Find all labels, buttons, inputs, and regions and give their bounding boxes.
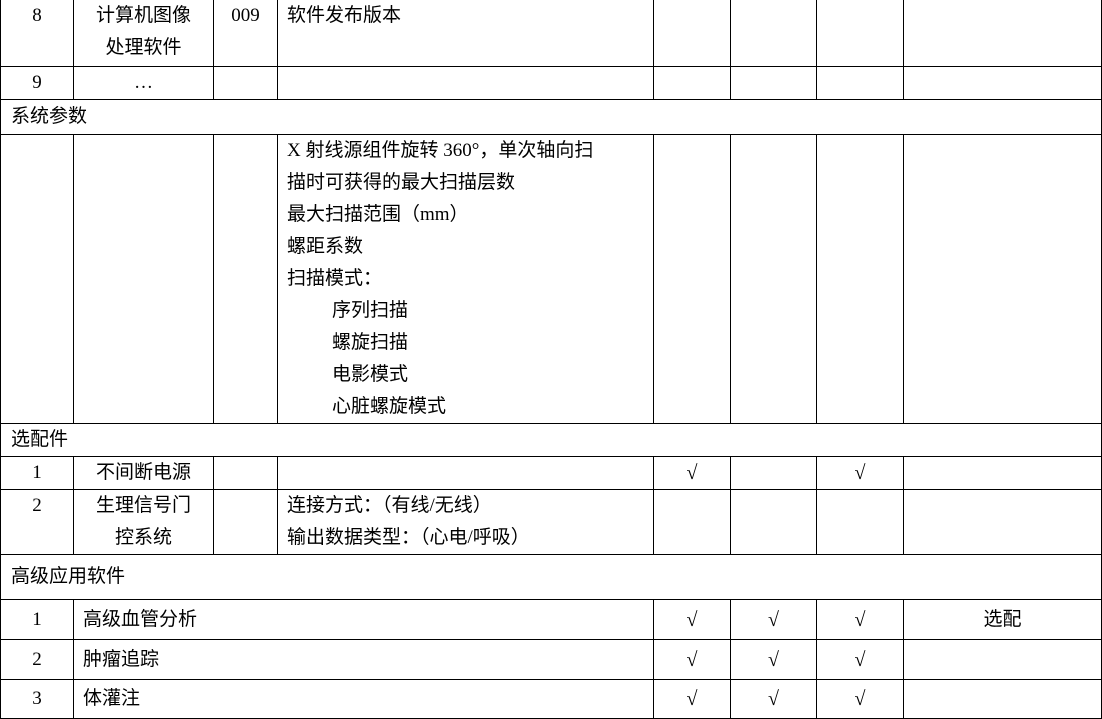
- scan-mode: 电影模式: [332, 364, 409, 385]
- item-name: 体灌注: [73, 679, 654, 719]
- table-row: 1 不间断电源 √ √: [0, 456, 1102, 490]
- check-mark: √: [816, 456, 904, 490]
- cell: [0, 134, 74, 424]
- cell: [213, 134, 278, 424]
- item-name: …: [73, 66, 214, 100]
- cell: [903, 489, 1102, 555]
- name-line: 生理信号门: [95, 495, 191, 516]
- name-line: 计算机图像: [95, 5, 191, 26]
- check-mark: [730, 456, 817, 490]
- cell: [730, 134, 817, 424]
- desc-line: 连接方式：（有线/无线）: [287, 495, 492, 516]
- table-row: 2 肿瘤追踪 √ √ √: [0, 639, 1102, 680]
- row-number: 3: [0, 679, 74, 719]
- cell: [213, 489, 278, 555]
- note: 选配: [903, 599, 1102, 640]
- cell: [653, 489, 731, 555]
- cell: [903, 456, 1102, 490]
- check-mark: √: [653, 599, 731, 640]
- param-line: 最大扫描范围（mm）: [287, 204, 469, 225]
- cell: [903, 66, 1102, 100]
- name-line: 处理软件: [105, 37, 182, 58]
- table-row: 8 计算机图像处理软件 009 软件发布版本: [0, 0, 1102, 67]
- note: [903, 679, 1102, 719]
- check-mark: √: [653, 456, 731, 490]
- cell: [277, 456, 654, 490]
- cell: [653, 66, 731, 100]
- table-row: X 射线源组件旋转 360°，单次轴向扫 描时可获得的最大扫描层数 最大扫描范围…: [0, 134, 1102, 424]
- item-name: 肿瘤追踪: [73, 639, 654, 680]
- row-number: 1: [0, 456, 74, 490]
- cell: [816, 134, 904, 424]
- check-mark: √: [653, 679, 731, 719]
- table-row: 2 生理信号门控系统 连接方式：（有线/无线） 输出数据类型：（心电/呼吸）: [0, 489, 1102, 555]
- item-name: 生理信号门 控系统: [73, 489, 214, 555]
- cell: [653, 0, 731, 67]
- cell: [730, 489, 817, 555]
- section-row: 选配件: [0, 423, 1102, 457]
- param-line: 扫描模式：: [287, 268, 383, 289]
- check-mark: √: [730, 599, 817, 640]
- param-line: 螺距系数: [287, 236, 364, 257]
- table-row: 9 …: [0, 66, 1102, 100]
- check-mark: √: [730, 639, 817, 680]
- scan-mode: 心脏螺旋模式: [332, 396, 447, 417]
- section-heading: 高级应用软件: [0, 554, 1102, 600]
- note: [903, 639, 1102, 680]
- cell: [903, 134, 1102, 424]
- row-number: 2: [0, 489, 74, 555]
- row-number: 1: [0, 599, 74, 640]
- cell: [816, 489, 904, 555]
- cell: [73, 134, 214, 424]
- cell: [730, 66, 817, 100]
- table-row: 1 高级血管分析 √ √ √ 选配: [0, 599, 1102, 640]
- row-number: 8: [0, 0, 74, 67]
- cell: [653, 134, 731, 424]
- check-mark: √: [816, 679, 904, 719]
- check-mark: √: [730, 679, 817, 719]
- cell: [277, 66, 654, 100]
- section-row: 系统参数: [0, 99, 1102, 135]
- item-desc: 软件发布版本: [277, 0, 654, 67]
- param-line: 描时可获得的最大扫描层数: [287, 172, 516, 193]
- scan-mode: 序列扫描: [332, 300, 409, 321]
- item-desc: 连接方式：（有线/无线） 输出数据类型：（心电/呼吸）: [277, 489, 654, 555]
- section-row: 高级应用软件: [0, 554, 1102, 600]
- param-line: X 射线源组件旋转 360°，单次轴向扫: [287, 140, 594, 161]
- name-line: 控系统: [114, 527, 172, 548]
- cell: [903, 0, 1102, 67]
- item-name: 计算机图像 处理软件: [73, 0, 214, 67]
- item-name: 高级血管分析: [73, 599, 654, 640]
- item-name: 不间断电源: [73, 456, 214, 490]
- desc-line: 输出数据类型：（心电/呼吸）: [287, 527, 530, 548]
- check-mark: √: [816, 599, 904, 640]
- param-list: X 射线源组件旋转 360°，单次轴向扫 描时可获得的最大扫描层数 最大扫描范围…: [277, 134, 654, 424]
- row-number: 2: [0, 639, 74, 680]
- check-mark: √: [816, 639, 904, 680]
- table-row: 3 体灌注 √ √ √: [0, 679, 1102, 719]
- row-number: 9: [0, 66, 74, 100]
- cell: [816, 0, 904, 67]
- cell: [213, 456, 278, 490]
- item-code: 009: [213, 0, 278, 67]
- section-heading: 选配件: [0, 423, 1102, 457]
- cell: [730, 0, 817, 67]
- check-mark: √: [653, 639, 731, 680]
- cell: [816, 66, 904, 100]
- cell: [213, 66, 278, 100]
- section-heading: 系统参数: [0, 99, 1102, 135]
- scan-mode: 螺旋扫描: [332, 332, 409, 353]
